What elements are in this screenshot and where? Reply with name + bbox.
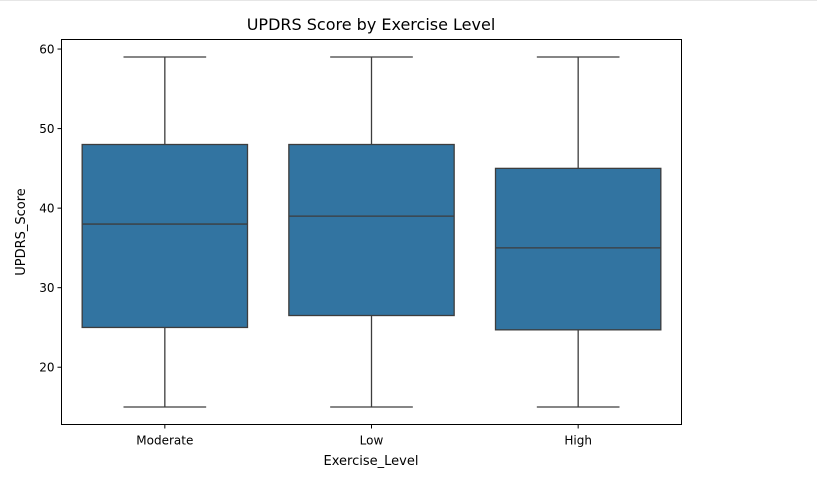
y-tick-label: 20 [39,361,54,375]
y-tick-label: 60 [39,43,54,57]
top-divider [0,0,817,1]
iqr-box [288,143,455,317]
box-group-low [288,56,455,408]
iqr-box [81,143,249,329]
iqr-box [494,167,662,331]
axes: Moderate Low High 20 30 40 50 60 [39,43,592,448]
box-group-moderate [81,56,249,408]
plot-area [81,56,662,408]
y-tick-label: 30 [39,281,54,295]
y-tick-label: 40 [39,202,54,216]
x-tick-label: Low [360,434,384,448]
x-axis-label: Exercise_Level [324,454,419,469]
x-tick-label: Moderate [136,434,193,448]
x-tick-label: High [564,434,592,448]
box-group-high [494,56,662,408]
chart-title: UPDRS Score by Exercise Level [247,15,496,34]
y-axis-label: UPDRS_Score [14,188,29,276]
y-tick-label: 50 [39,122,54,136]
